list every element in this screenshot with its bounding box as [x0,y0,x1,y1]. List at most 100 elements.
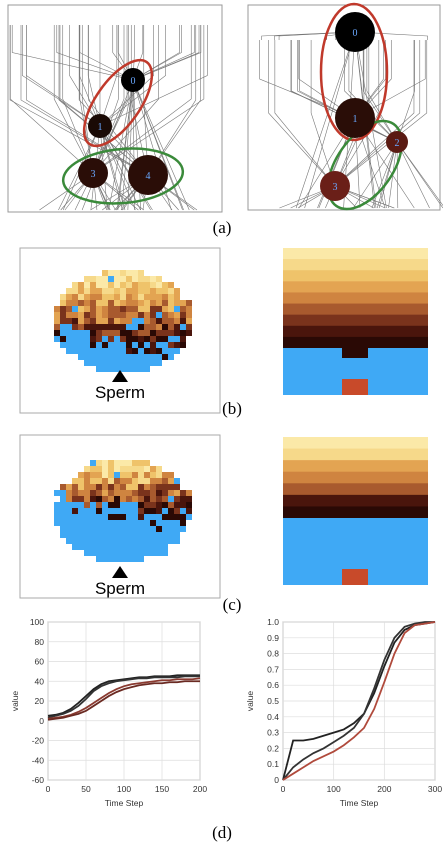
heat-cell [144,502,150,508]
heat-cell [102,508,108,514]
heat-cell [78,354,84,360]
heat-cell [132,324,138,330]
heat-cell [90,520,96,526]
heat-cell [114,354,120,360]
heat-cell [66,336,72,342]
heat-cell [138,508,144,514]
stripe-map [283,248,428,395]
heat-cell [126,366,132,372]
heat-cell [144,490,150,496]
heat-cell [144,538,150,544]
heat-cell [174,324,180,330]
heat-cell [150,496,156,502]
heat-cell [168,336,174,342]
heat-cell [138,300,144,306]
heat-cell [84,508,90,514]
heat-cell [174,538,180,544]
heat-cell [150,276,156,282]
heat-cell [174,300,180,306]
heat-cell [78,324,84,330]
heat-cell [132,318,138,324]
heat-cell [150,514,156,520]
heat-cell [138,276,144,282]
heat-cell [72,318,78,324]
heat-cell [108,276,114,282]
heat-cell [168,478,174,484]
heat-cell [72,288,78,294]
heat-cell [162,288,168,294]
heat-cell [126,514,132,520]
heat-cell [162,490,168,496]
heat-cell [156,484,162,490]
heat-cell [114,324,120,330]
heat-cell [144,306,150,312]
heat-cell [84,544,90,550]
heat-cell [132,526,138,532]
heat-cell [96,556,102,562]
heat-cell [150,336,156,342]
heat-cell [120,478,126,484]
heat-cell [138,336,144,342]
heat-cell [84,550,90,556]
heat-cell [84,538,90,544]
heat-cell [132,288,138,294]
heat-cell [156,472,162,478]
heat-cell [162,508,168,514]
heat-cell [78,336,84,342]
heat-cell [90,538,96,544]
heat-cell [84,496,90,502]
heat-cell [84,472,90,478]
heat-cell [120,472,126,478]
heat-cell [66,312,72,318]
heat-cell [102,294,108,300]
heat-cell [108,490,114,496]
heat-cell [120,466,126,472]
heat-cell [102,336,108,342]
y-tick-label: 20 [35,696,45,706]
heat-cell [72,526,78,532]
heat-cell [162,502,168,508]
heat-cell [108,466,114,472]
heat-cell [96,508,102,514]
heat-cell [108,270,114,276]
heat-cell [126,336,132,342]
heat-cell [72,544,78,550]
heat-cell [108,538,114,544]
heat-cell [150,342,156,348]
heat-cell [120,294,126,300]
heat-cell [174,318,180,324]
heat-cell [174,508,180,514]
heat-cell [102,478,108,484]
heat-cell [72,300,78,306]
heat-cell [120,300,126,306]
heat-cell [84,342,90,348]
heat-cell [102,366,108,372]
heat-cell [180,508,186,514]
heat-cell [132,550,138,556]
source [342,569,368,585]
heat-cell [138,496,144,502]
heat-cell [174,484,180,490]
heat-cell [66,306,72,312]
heat-cell [174,342,180,348]
heat-cell [156,336,162,342]
heat-cell [102,324,108,330]
heat-cell [90,544,96,550]
notch [342,348,368,358]
heat-cell [144,312,150,318]
heat-cell [90,336,96,342]
heat-cell [102,270,108,276]
heat-cell [132,520,138,526]
heat-cell [72,324,78,330]
heat-cell [114,544,120,550]
heat-cell [90,282,96,288]
node-label: 2 [395,138,400,149]
heat-cell [84,466,90,472]
heat-cell [114,532,120,538]
heat-cell [108,366,114,372]
heat-cell [90,526,96,532]
heat-cell [138,478,144,484]
heat-cell [120,544,126,550]
heat-cell [66,348,72,354]
heat-cell [54,330,60,336]
